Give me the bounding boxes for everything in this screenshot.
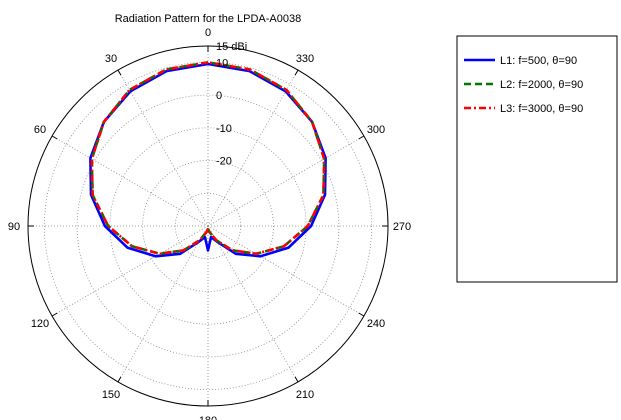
- angle-tick: [51, 135, 58, 140]
- radial-gridline: [43, 61, 373, 391]
- radial-tick-label: 15 dBi: [216, 41, 247, 53]
- radial-gridline: [76, 94, 340, 358]
- angle-tick: [294, 376, 299, 383]
- angle-label: 0: [205, 27, 211, 39]
- angle-gridline: [207, 69, 299, 227]
- label-layer: 0 30 60 90 120 150 180 210 240 270 300 330 15 dBi 10 0…: [8, 27, 411, 420]
- series-line-3: [90, 61, 326, 256]
- angle-label: 60: [34, 124, 46, 136]
- angle-label: 30: [105, 53, 117, 65]
- angle-tick: [358, 135, 365, 140]
- legend-label-3: L3: f=3000, θ=90: [500, 103, 583, 115]
- angle-gridline: [207, 225, 365, 317]
- series-layer: [89, 61, 327, 258]
- chart-title: Radiation Pattern for the LPDA-A0038: [115, 13, 302, 25]
- radial-tick-label: -20: [216, 156, 232, 168]
- angle-gridline: [207, 225, 299, 383]
- angle-label: 240: [367, 318, 385, 330]
- radial-tick-label: -10: [216, 123, 232, 135]
- angle-label: 180: [199, 415, 217, 420]
- angle-tick: [117, 376, 122, 383]
- angle-tick: [294, 69, 299, 76]
- angle-label: 270: [393, 221, 411, 233]
- angle-gridline: [117, 225, 209, 383]
- angle-label: 90: [8, 221, 20, 233]
- angle-tick: [51, 312, 58, 317]
- angle-tick: [117, 69, 122, 76]
- series-line-2: [90, 61, 326, 256]
- radial-gridline: [142, 160, 274, 292]
- angle-label: 330: [296, 53, 314, 65]
- radial-tick-label: 0: [216, 90, 222, 102]
- legend-label-2: L2: f=2000, θ=90: [500, 79, 583, 91]
- angle-gridline: [51, 135, 209, 227]
- angle-gridline: [117, 69, 209, 227]
- legend-label-1: L1: f=500, θ=90: [500, 55, 577, 67]
- angle-gridline: [51, 225, 209, 317]
- series-line-1: [89, 62, 327, 258]
- angle-gridline: [207, 135, 365, 227]
- polar-grid: [27, 45, 389, 407]
- angle-label: 150: [102, 389, 120, 401]
- angle-tick: [358, 312, 365, 317]
- angle-label: 300: [367, 124, 385, 136]
- legend: L1: f=500, θ=90 L2: f=2000, θ=90 L3: f=300…: [456, 35, 618, 283]
- legend-box: [456, 35, 618, 283]
- angle-label: 210: [296, 389, 314, 401]
- radial-tick-label: 10: [216, 57, 228, 69]
- angle-label: 120: [31, 318, 49, 330]
- radial-gridline: [174, 192, 242, 260]
